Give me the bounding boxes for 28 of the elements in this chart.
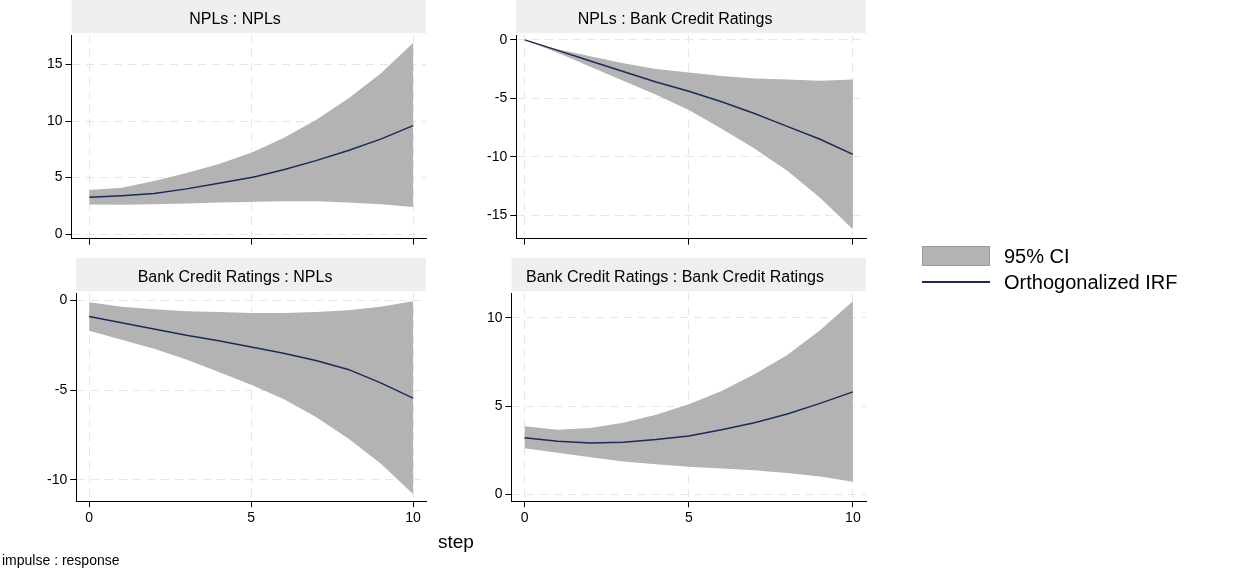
x-tick-label: 10	[405, 509, 422, 526]
y-tick-label: 5	[54, 168, 63, 185]
x-axis-title: step	[438, 531, 474, 553]
x-tick-label: 0	[520, 509, 529, 526]
chart-title: Bank Credit Ratings : NPLs	[137, 268, 333, 286]
chart-title: Bank Credit Ratings : Bank Credit Ratings	[526, 268, 824, 286]
text: impulse : response	[2, 552, 120, 568]
y-tick-label: -5	[494, 89, 508, 106]
y-tick-label: 0	[59, 291, 68, 308]
y-tick-label: -10	[47, 470, 68, 487]
y-tick-label: 0	[54, 224, 63, 241]
y-tick-label: 10	[486, 308, 503, 325]
x-tick-label: 5	[247, 509, 256, 526]
x-tick-label: 10	[845, 509, 861, 526]
y-tick-label: 10	[46, 111, 63, 128]
y-tick-label: -10	[487, 147, 508, 164]
x-tick-label: 5	[684, 509, 693, 526]
y-tick-label: 0	[494, 485, 503, 502]
y-tick-label: 5	[494, 396, 503, 413]
y-tick-label: -5	[54, 380, 68, 397]
y-tick-label: 15	[46, 55, 63, 72]
chart-title: NPLs : NPLs	[189, 10, 281, 28]
y-tick-label: 0	[499, 30, 508, 47]
text: 95% CI	[1004, 244, 1070, 268]
chart-title: NPLs : Bank Credit Ratings	[577, 10, 773, 28]
x-tick-label: 0	[85, 509, 94, 526]
y-tick-label: -15	[487, 206, 508, 223]
legend-label: Orthogonalized IRF	[1004, 270, 1178, 294]
